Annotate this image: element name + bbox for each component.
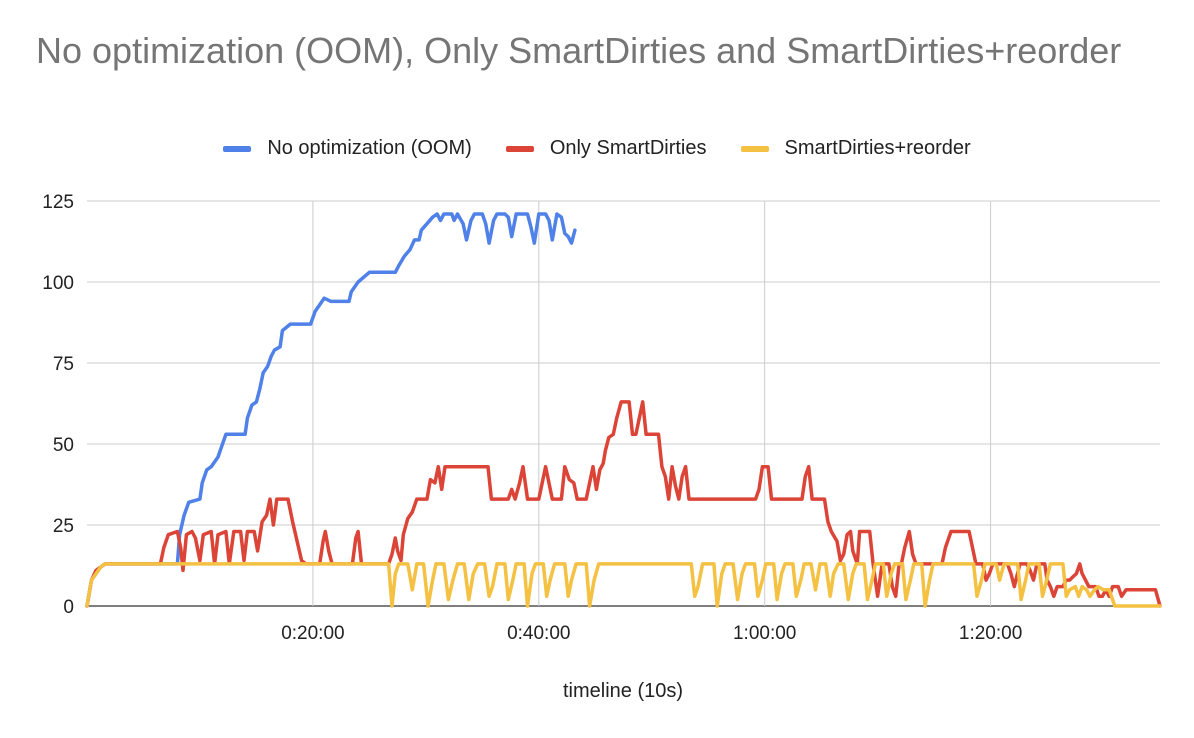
series-line-smartdirties-reorder bbox=[85, 562, 1162, 608]
x-axis-ticks: 0:20:00 0:40:00 1:00:00 1:20:00 bbox=[281, 623, 1022, 644]
y-axis-ticks: 0 25 50 75 100 125 bbox=[42, 192, 74, 618]
y-tick-label: 100 bbox=[42, 273, 74, 294]
series-lines bbox=[85, 212, 1162, 608]
x-tick-label: 0:40:00 bbox=[507, 623, 570, 644]
x-axis-label: timeline (10s) bbox=[563, 680, 683, 702]
legend-swatch-only-smartdirties bbox=[505, 145, 534, 152]
y-tick-label: 125 bbox=[42, 192, 74, 213]
x-tick-label: 1:00:00 bbox=[733, 623, 796, 644]
y-tick-label: 0 bbox=[63, 597, 74, 618]
legend-item-no-optimization[interactable]: No optimization (OOM) bbox=[223, 137, 472, 160]
y-tick-label: 50 bbox=[53, 435, 74, 456]
y-tick-label: 25 bbox=[53, 516, 74, 537]
x-tick-label: 1:20:00 bbox=[959, 623, 1022, 644]
legend-label-smartdirties-reorder: SmartDirties+reorder bbox=[784, 137, 971, 159]
series-line-no-optimization bbox=[85, 212, 577, 608]
legend-item-smartdirties-reorder[interactable]: SmartDirties+reorder bbox=[740, 137, 971, 160]
legend-label-no-optimization: No optimization (OOM) bbox=[267, 137, 472, 159]
x-tick-label: 0:20:00 bbox=[281, 623, 344, 644]
legend-swatch-smartdirties-reorder bbox=[740, 145, 769, 152]
legend-swatch-no-optimization bbox=[223, 145, 252, 152]
chart-title: No optimization (OOM), Only SmartDirties… bbox=[36, 30, 1122, 71]
y-tick-label: 75 bbox=[53, 354, 74, 375]
legend: No optimization (OOM) Only SmartDirties … bbox=[0, 137, 1194, 160]
grid-lines bbox=[87, 200, 1160, 607]
legend-label-only-smartdirties: Only SmartDirties bbox=[549, 137, 707, 159]
legend-item-only-smartdirties[interactable]: Only SmartDirties bbox=[505, 137, 707, 160]
